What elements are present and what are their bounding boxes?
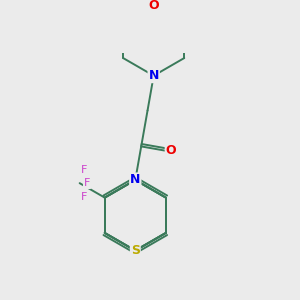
Text: F: F xyxy=(80,192,87,202)
Text: O: O xyxy=(166,144,176,157)
Text: N: N xyxy=(130,173,140,187)
Text: N: N xyxy=(148,69,159,82)
Text: F: F xyxy=(80,165,87,175)
Text: S: S xyxy=(131,244,140,257)
Text: F: F xyxy=(84,178,90,188)
Text: O: O xyxy=(148,0,159,12)
